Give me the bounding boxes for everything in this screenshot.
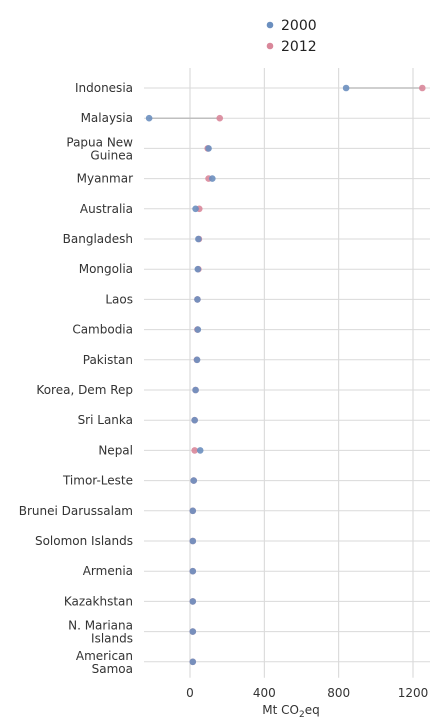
category-label: Indonesia xyxy=(75,81,133,95)
category-label: Cambodia xyxy=(72,323,133,337)
point-2000 xyxy=(192,205,199,213)
point-2000 xyxy=(195,235,202,243)
data-points xyxy=(145,84,426,666)
point-2012 xyxy=(216,114,224,122)
point-2000 xyxy=(205,145,212,152)
category-label: Nepal xyxy=(98,443,133,457)
category-label: Mongolia xyxy=(79,262,133,276)
point-2000 xyxy=(194,326,202,333)
category-label: Laos xyxy=(105,292,133,306)
point-2000 xyxy=(189,507,197,515)
x-tick-label: 0 xyxy=(186,686,194,700)
category-label: Myanmar xyxy=(77,172,133,186)
point-2000 xyxy=(191,416,198,424)
point-2000 xyxy=(189,628,197,635)
category-label: N. Mariana Islands xyxy=(68,619,133,646)
point-2000 xyxy=(193,356,201,364)
legend-label-2000: 2000 xyxy=(281,18,317,34)
category-label: Korea, Dem Rep xyxy=(36,383,133,397)
category-label: Solomon Islands xyxy=(35,534,133,548)
point-2012 xyxy=(418,84,426,92)
category-label: Malaysia xyxy=(81,111,133,125)
point-2000 xyxy=(190,477,198,484)
category-label: Papua New Guinea xyxy=(66,135,133,162)
point-2000 xyxy=(189,537,197,545)
point-2000 xyxy=(189,567,197,575)
category-label: American Samoa xyxy=(76,649,133,676)
point-2000 xyxy=(342,84,350,92)
point-2000 xyxy=(189,658,197,666)
category-label: Sri Lanka xyxy=(78,413,133,427)
category-label: Armenia xyxy=(83,564,133,578)
point-2000 xyxy=(196,447,204,454)
category-label: Pakistan xyxy=(83,353,133,367)
category-labels: Indonesia Malaysia Papua New Guinea Myanmar A… xyxy=(19,81,133,676)
x-axis-ticks: 0 400 800 1200 xyxy=(186,686,428,700)
grid-layer xyxy=(144,68,430,678)
legend: 2000 2012 xyxy=(266,18,317,55)
category-label: Timor-Leste xyxy=(62,474,133,488)
point-2000 xyxy=(194,265,202,273)
legend-marker-2000 xyxy=(266,21,274,29)
x-tick-label: 1200 xyxy=(398,686,429,700)
x-tick-label: 800 xyxy=(327,686,350,700)
point-2000 xyxy=(145,114,153,122)
category-label: Bangladesh xyxy=(63,232,133,246)
category-label: Brunei Darussalam xyxy=(19,504,133,518)
category-label: Australia xyxy=(80,202,133,216)
point-2000 xyxy=(209,175,216,182)
point-2000 xyxy=(192,386,199,394)
legend-label-2012: 2012 xyxy=(281,39,317,55)
point-2000 xyxy=(194,296,201,303)
category-label: Kazakhstan xyxy=(64,594,133,608)
x-tick-label: 400 xyxy=(253,686,276,700)
point-2012 xyxy=(191,447,198,454)
legend-marker-2012 xyxy=(266,42,274,50)
point-2000 xyxy=(189,598,197,605)
x-axis-title: Mt CO2eq xyxy=(262,703,319,720)
